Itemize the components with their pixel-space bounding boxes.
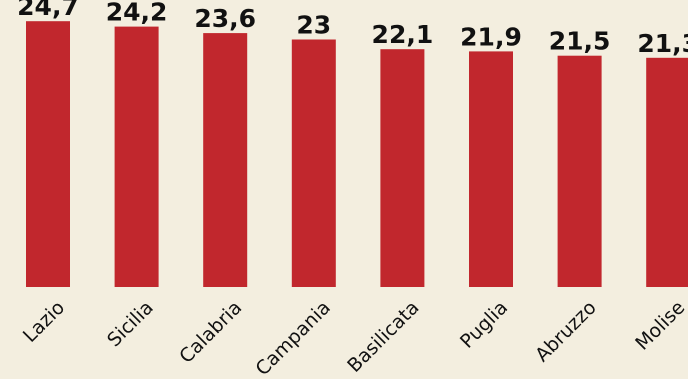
bar-abruzzo (557, 55, 602, 288)
value-label-campania: 23 (296, 11, 331, 40)
bar-lazio (26, 21, 70, 287)
bar-puglia (469, 51, 513, 288)
bar-calabria (203, 33, 248, 287)
value-labels-layer: 24,7 24,2 23,6 23 22,1 21,9 21,5 21,3 (17, 0, 688, 58)
value-label-molise: 21,3 (637, 29, 688, 58)
value-label-abruzzo: 21,5 (549, 27, 611, 56)
bar-campania (291, 39, 336, 287)
value-label-basilicata: 22,1 (372, 20, 434, 49)
value-label-puglia: 21,9 (460, 22, 522, 51)
bar-basilicata (380, 49, 425, 288)
value-label-calabria: 23,6 (194, 4, 256, 33)
bars-layer (26, 21, 688, 288)
value-label-lazio: 24,7 (17, 0, 79, 21)
bar-molise (646, 57, 688, 287)
value-label-sicilia: 24,2 (106, 0, 168, 27)
bar-sicilia (114, 26, 159, 287)
